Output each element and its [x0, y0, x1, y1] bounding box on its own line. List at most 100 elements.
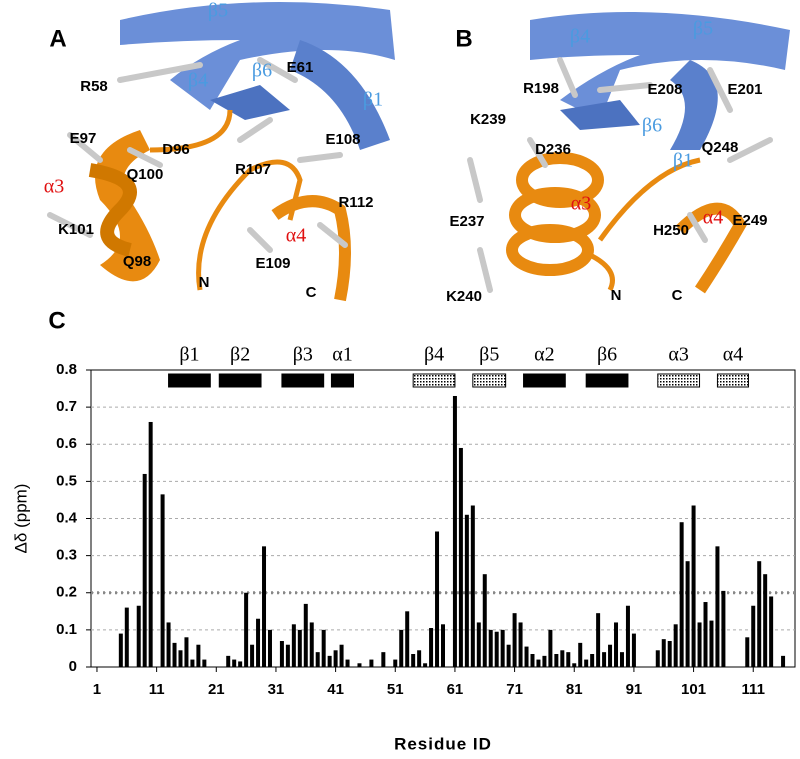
bar — [590, 654, 595, 667]
bar — [202, 659, 207, 667]
bar — [238, 661, 243, 667]
residue-label: Q98 — [123, 253, 151, 270]
bar — [399, 629, 404, 667]
bar — [608, 644, 613, 667]
residue-label: α4 — [286, 225, 306, 247]
secondary-structure-label: α2 — [534, 344, 554, 366]
bar — [166, 622, 171, 667]
structure-a — [47, 2, 395, 302]
y-tick-label: 0.2 — [56, 584, 77, 601]
secondary-structure — [657, 373, 701, 388]
bar — [357, 663, 362, 667]
residue-label: E201 — [727, 81, 762, 98]
bar — [745, 637, 750, 667]
residue-label: R112 — [338, 194, 373, 211]
x-tick-label: 21 — [208, 681, 225, 698]
y-tick-label: 0.4 — [56, 509, 78, 526]
bar — [118, 633, 123, 667]
panel-label: A — [49, 25, 66, 52]
residue-label: Q100 — [127, 166, 164, 183]
bar — [464, 514, 469, 667]
bar — [345, 659, 350, 667]
x-tick-label: 91 — [626, 681, 643, 698]
secondary-structure-label: β3 — [293, 344, 313, 366]
bar — [602, 652, 607, 667]
bar — [339, 644, 344, 667]
bar — [614, 622, 619, 667]
bar — [554, 654, 559, 667]
secondary-structure — [585, 373, 629, 388]
residue-label: E237 — [449, 213, 484, 230]
residue-label: β6 — [252, 60, 272, 82]
bar — [279, 641, 284, 667]
bar — [160, 494, 165, 667]
bar — [411, 654, 416, 667]
secondary-structure — [218, 373, 262, 388]
bar — [327, 655, 332, 667]
secondary-structure-label: β2 — [230, 344, 250, 366]
residue-label: K240 — [446, 288, 482, 305]
bar — [470, 505, 475, 667]
bar — [124, 607, 129, 667]
secondary-structure — [281, 373, 325, 388]
y-tick-label: 0.6 — [56, 435, 77, 452]
x-tick-label: 61 — [447, 681, 464, 698]
bar — [285, 644, 290, 667]
residue-label: K101 — [58, 221, 94, 238]
bar — [661, 639, 666, 667]
bar — [315, 652, 320, 667]
residue-label: K239 — [470, 111, 506, 128]
bar — [572, 663, 577, 667]
x-tick-label: 71 — [506, 681, 523, 698]
secondary-structure-label: α1 — [332, 344, 352, 366]
residue-label: β1 — [673, 150, 693, 172]
bar — [429, 628, 434, 667]
bar — [536, 659, 541, 667]
x-tick-label: 111 — [742, 681, 765, 698]
residue-label: β5 — [208, 0, 228, 22]
x-tick-label: 31 — [268, 681, 285, 698]
bar — [136, 605, 141, 667]
bar — [500, 629, 505, 667]
bar — [435, 531, 440, 667]
bar — [518, 622, 523, 667]
x-tick-label: 41 — [327, 681, 344, 698]
x-tick-label: 81 — [566, 681, 583, 698]
bar — [196, 644, 201, 667]
residue-label: α3 — [571, 193, 591, 215]
residue-label: β4 — [570, 26, 590, 48]
bar — [631, 633, 636, 667]
y-tick-label: 0.5 — [56, 472, 77, 489]
secondary-structure — [330, 373, 355, 388]
bar — [715, 546, 720, 667]
bar — [721, 590, 726, 667]
secondary-structure — [523, 373, 566, 388]
residue-label: N — [199, 274, 210, 291]
bar — [781, 655, 786, 667]
bar — [226, 655, 231, 667]
bar — [679, 522, 684, 667]
bar — [256, 618, 261, 667]
bar — [506, 644, 511, 667]
secondary-structure — [168, 373, 211, 388]
bar — [232, 659, 237, 667]
y-tick-label: 0.7 — [56, 398, 77, 415]
residue-label: E61 — [287, 59, 314, 76]
residue-label: H250 — [653, 222, 689, 239]
bar — [667, 641, 672, 667]
bar — [381, 652, 386, 667]
bar — [369, 659, 374, 667]
residue-label: E109 — [255, 255, 290, 272]
residue-label: β6 — [642, 115, 662, 137]
bar — [512, 613, 517, 667]
bar — [452, 395, 457, 667]
bar — [184, 637, 189, 667]
panel-label: B — [455, 25, 472, 52]
bar — [625, 605, 630, 667]
bar — [488, 629, 493, 667]
bar — [423, 663, 428, 667]
bar — [709, 620, 714, 667]
bar — [578, 642, 583, 667]
x-tick-label: 51 — [387, 681, 404, 698]
residue-label: D96 — [162, 141, 190, 158]
